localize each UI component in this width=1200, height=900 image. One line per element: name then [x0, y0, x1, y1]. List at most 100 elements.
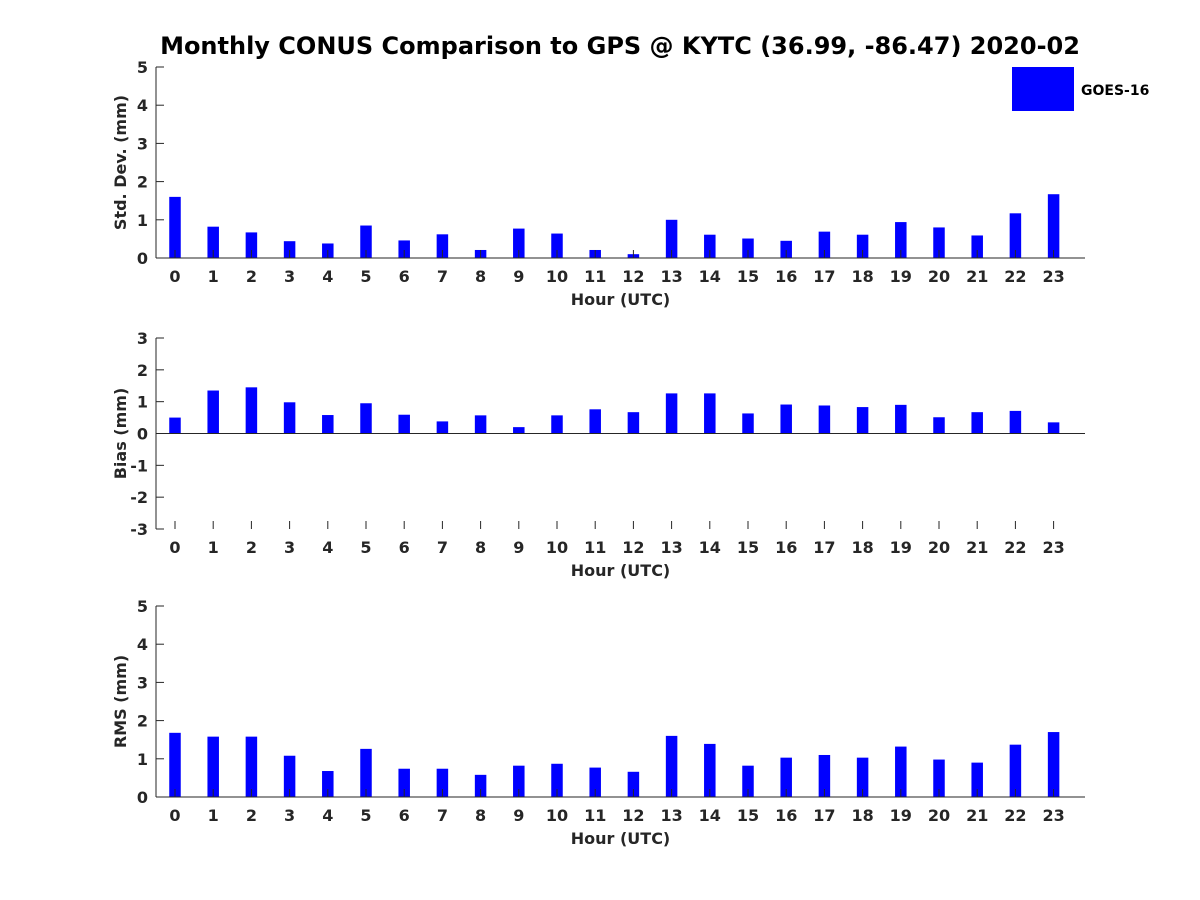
bias-bar-2 [245, 387, 258, 434]
std-dev-y-tick-label: 3 [137, 134, 148, 153]
bias-x-tick-label: 17 [813, 538, 835, 557]
std-dev-x-tick-label: 2 [246, 267, 257, 286]
rms-x-tick-label: 15 [737, 806, 759, 825]
std-dev-y-tick-label: 0 [137, 249, 148, 268]
std-dev-x-tick-label: 1 [208, 267, 219, 286]
bias-x-tick-label: 16 [775, 538, 797, 557]
std-dev-x-tick-label: 9 [513, 267, 524, 286]
bias-bar-21 [971, 412, 983, 434]
bias-y-tick-label: -1 [130, 456, 148, 475]
rms-bar-11 [589, 767, 601, 797]
rms-y-tick-label: 2 [137, 712, 148, 731]
bias-bar-13 [665, 393, 678, 434]
rms-x-tick-label: 20 [928, 806, 950, 825]
bias-bar-7 [436, 421, 449, 434]
std-dev-x-tick-label: 3 [284, 267, 295, 286]
rms-bar-7 [436, 768, 449, 797]
rms-bar-19 [895, 746, 907, 797]
rms-x-tick-label: 14 [699, 806, 721, 825]
rms-x-tick-label: 4 [322, 806, 333, 825]
rms-bar-17 [818, 754, 831, 797]
bias-bar-6 [398, 414, 410, 434]
rms-x-tick-label: 10 [546, 806, 568, 825]
rms-x-tick-label: 18 [851, 806, 873, 825]
std-dev-bar-3 [283, 241, 296, 258]
bias-bar-11 [589, 409, 601, 434]
bias-bar-9 [513, 427, 525, 434]
std-dev-bar-22 [1009, 213, 1022, 258]
rms-y-axis-label: RMS (mm) [111, 655, 130, 748]
std-dev-y-tick-label: 2 [137, 173, 148, 192]
rms-bar-8 [474, 774, 487, 797]
rms-x-tick-label: 0 [169, 806, 180, 825]
rms-bar-9 [513, 765, 525, 797]
bias-bar-15 [742, 413, 754, 434]
rms-bar-15 [742, 765, 754, 797]
bias-x-tick-label: 21 [966, 538, 988, 557]
rms-bar-5 [360, 748, 372, 797]
bias-y-tick-label: 0 [137, 425, 148, 444]
rms-bar-0 [169, 732, 181, 797]
std-dev-bar-10 [551, 233, 563, 258]
std-dev-bar-20 [933, 227, 945, 258]
rms-bar-6 [398, 768, 410, 797]
rms-bar-22 [1009, 744, 1022, 797]
bias-bar-20 [933, 417, 945, 434]
bias-x-tick-label: 14 [699, 538, 721, 557]
rms-x-tick-label: 2 [246, 806, 257, 825]
bias-x-tick-label: 20 [928, 538, 950, 557]
bias-x-tick-label: 2 [246, 538, 257, 557]
figure-title: Monthly CONUS Comparison to GPS @ KYTC (… [160, 32, 1080, 60]
bias-x-tick-label: 0 [169, 538, 180, 557]
std-dev-x-tick-label: 21 [966, 267, 988, 286]
bias-x-tick-label: 13 [660, 538, 682, 557]
rms-x-tick-label: 17 [813, 806, 835, 825]
std-dev-bar-16 [780, 240, 792, 258]
rms-y-tick-label: 3 [137, 673, 148, 692]
bias-x-tick-label: 12 [622, 538, 644, 557]
bias-y-tick-label: 3 [137, 329, 148, 348]
rms-bar-2 [245, 736, 258, 797]
rms-bar-16 [780, 757, 792, 797]
rms-y-tick-label: 0 [137, 788, 148, 807]
rms-y-tick-label: 4 [137, 635, 148, 654]
bias-x-axis-label: Hour (UTC) [571, 561, 671, 580]
std-dev-x-tick-label: 0 [169, 267, 180, 286]
rms-x-tick-label: 19 [890, 806, 912, 825]
rms-bar-23 [1047, 732, 1060, 797]
std-dev-x-tick-label: 18 [851, 267, 873, 286]
legend-label: GOES-16 [1081, 83, 1149, 99]
std-dev-bar-21 [971, 235, 983, 258]
std-dev-x-tick-label: 13 [660, 267, 682, 286]
bias-y-tick-label: 1 [137, 393, 148, 412]
rms-x-tick-label: 23 [1042, 806, 1064, 825]
bias-bar-1 [207, 390, 219, 434]
bias-x-tick-label: 1 [208, 538, 219, 557]
std-dev-bar-1 [207, 226, 219, 258]
std-dev-y-axis-label: Std. Dev. (mm) [111, 95, 130, 230]
bias-x-tick-label: 3 [284, 538, 295, 557]
rms-bar-4 [322, 771, 334, 797]
rms-x-tick-label: 12 [622, 806, 644, 825]
std-dev-bar-13 [665, 219, 678, 258]
std-dev-bar-7 [436, 234, 449, 258]
std-dev-y-tick-label: 1 [137, 211, 148, 230]
rms-x-tick-label: 11 [584, 806, 606, 825]
bias-bar-0 [169, 417, 181, 434]
bias-y-tick-label: -3 [130, 520, 148, 539]
std-dev-x-tick-label: 19 [890, 267, 912, 286]
rms-x-tick-label: 22 [1004, 806, 1026, 825]
std-dev-x-tick-label: 12 [622, 267, 644, 286]
bias-bar-19 [895, 404, 907, 434]
std-dev-x-tick-label: 23 [1042, 267, 1064, 286]
bias-bar-18 [856, 407, 869, 434]
std-dev-bar-0 [169, 196, 181, 258]
bias-x-tick-label: 15 [737, 538, 759, 557]
bias-x-tick-label: 22 [1004, 538, 1026, 557]
bias-y-tick-label: 2 [137, 361, 148, 380]
